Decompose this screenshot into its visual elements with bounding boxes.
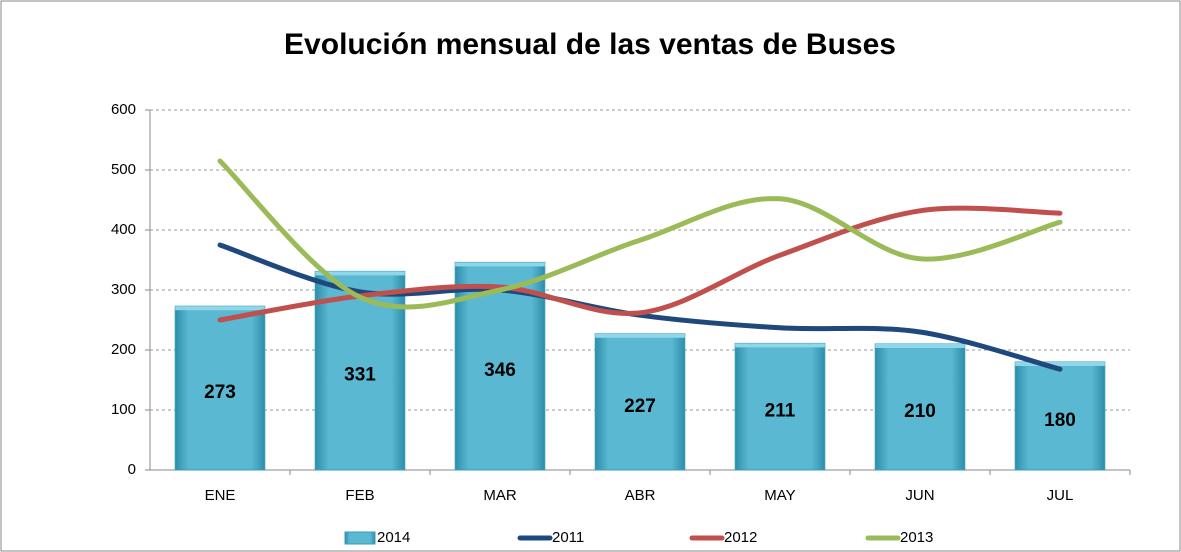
value-label: 331 bbox=[344, 365, 376, 386]
y-tick-label: 100 bbox=[111, 401, 136, 418]
value-label: 227 bbox=[624, 396, 656, 417]
y-tick-label: 500 bbox=[111, 161, 136, 178]
y-tick-label: 200 bbox=[111, 341, 136, 358]
bar-cap bbox=[595, 333, 685, 338]
bar-cap bbox=[175, 306, 265, 311]
bar bbox=[1014, 361, 1106, 471]
legend-label: 2011 bbox=[552, 529, 584, 546]
legend-label: 2013 bbox=[900, 529, 933, 546]
value-label: 210 bbox=[904, 401, 936, 422]
bar bbox=[174, 305, 266, 471]
value-label: 211 bbox=[765, 401, 796, 422]
bar bbox=[874, 343, 966, 471]
bar bbox=[734, 342, 826, 471]
bar-cap bbox=[875, 344, 965, 348]
y-tick-label: 400 bbox=[111, 221, 136, 238]
value-label: 273 bbox=[204, 382, 236, 403]
bar-cap bbox=[1015, 362, 1105, 366]
x-tick-label: JUL bbox=[1047, 487, 1074, 504]
y-tick-label: 600 bbox=[111, 101, 136, 118]
y-tick-label: 300 bbox=[111, 281, 136, 298]
legend-label: 2012 bbox=[724, 529, 757, 546]
legend-label: 2014 bbox=[377, 529, 410, 546]
y-tick-label: 0 bbox=[128, 461, 136, 478]
bar-cap bbox=[455, 262, 545, 267]
x-tick-label: ENE bbox=[205, 487, 236, 504]
bar-cap bbox=[735, 343, 825, 348]
bar bbox=[594, 333, 686, 471]
x-tick-label: FEB bbox=[345, 487, 374, 504]
x-tick-label: MAR bbox=[483, 487, 517, 504]
line bbox=[217, 158, 1063, 310]
value-label: 346 bbox=[484, 360, 516, 381]
x-tick-label: MAY bbox=[764, 487, 795, 504]
value-label: 180 bbox=[1044, 410, 1076, 431]
legend-swatch bbox=[344, 531, 376, 545]
chart-title: Evolución mensual de las ventas de Buses bbox=[284, 28, 896, 61]
x-tick-label: JUN bbox=[905, 487, 934, 504]
x-tick-label: ABR bbox=[625, 487, 656, 504]
bar-cap bbox=[315, 271, 405, 276]
